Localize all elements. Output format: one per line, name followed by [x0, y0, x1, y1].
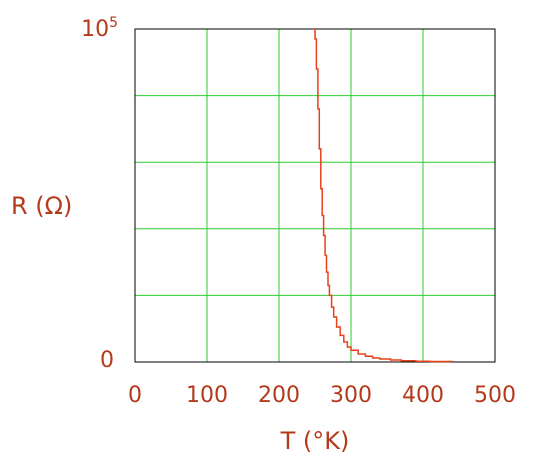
x-tick-label: 200 [258, 383, 300, 408]
x-tick-label: 0 [128, 383, 142, 408]
x-tick-label: 300 [330, 383, 372, 408]
x-tick-label: 500 [474, 383, 516, 408]
grid [135, 29, 496, 362]
y-tick-label-top: 105 [81, 15, 118, 42]
y-axis-label: R (Ω) [11, 192, 72, 220]
y-tick-label-top-base: 10 [81, 17, 109, 42]
x-tick-label: 400 [402, 383, 444, 408]
x-axis-label: T (°K) [280, 427, 350, 455]
y-tick-label-bottom: 0 [100, 348, 114, 373]
y-tick-label-top-exp: 5 [109, 15, 118, 31]
x-tick-label: 100 [186, 383, 228, 408]
x-tick-labels: 0 100 200 300 400 500 [128, 383, 516, 408]
plot-frame [134, 28, 496, 363]
series-line [313, 28, 453, 363]
